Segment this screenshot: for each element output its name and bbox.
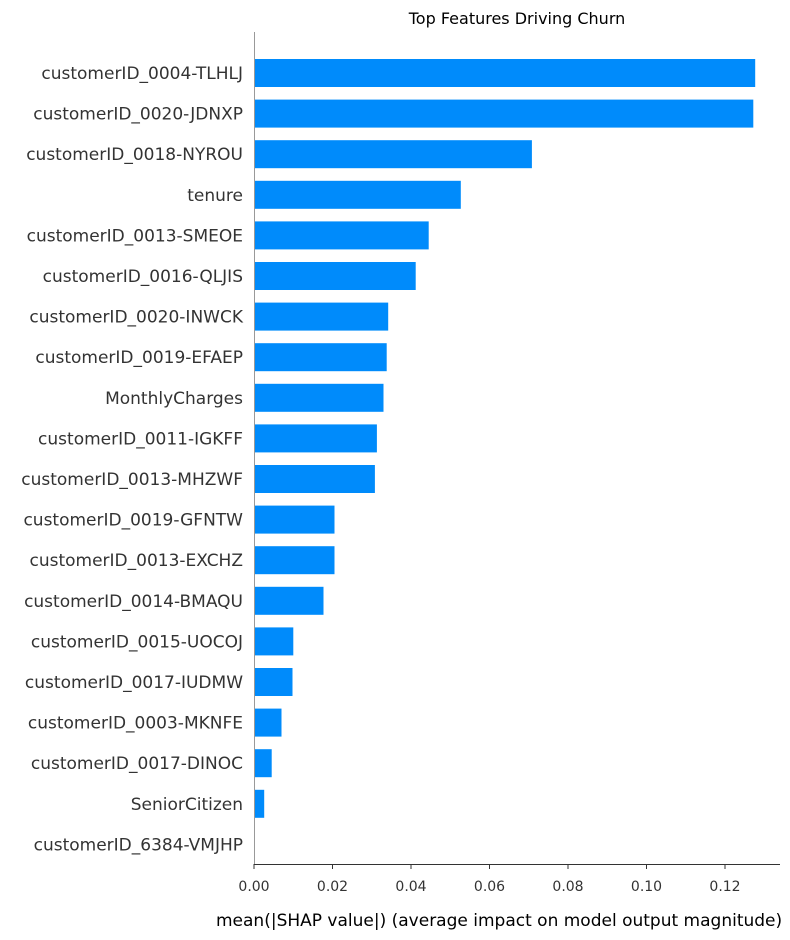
- x-tick-label-0: 0.00: [238, 879, 269, 895]
- x-tick-label-5: 0.10: [631, 879, 662, 895]
- bar-5: [254, 262, 416, 290]
- feature-label-4: customerID_0013-SMEOE: [27, 226, 243, 246]
- bar-7: [254, 343, 387, 372]
- feature-label-5: customerID_0016-QLJIS: [43, 267, 243, 287]
- feature-label-14: customerID_0015-UOCOJ: [31, 632, 243, 652]
- feature-label-17: customerID_0017-DINOC: [31, 754, 243, 774]
- feature-label-10: customerID_0013-MHZWF: [21, 470, 243, 490]
- feature-label-9: customerID_0011-IGKFF: [38, 429, 243, 449]
- bar-3: [254, 180, 461, 209]
- x-tick-label-3: 0.06: [474, 879, 505, 895]
- x-tick-label-2: 0.04: [395, 879, 426, 895]
- bar-10: [254, 465, 375, 493]
- feature-label-6: customerID_0020-INWCK: [29, 308, 243, 328]
- feature-label-2: customerID_0018-NYROU: [26, 145, 243, 165]
- bar-15: [254, 668, 293, 696]
- feature-label-11: customerID_0019-GFNTW: [23, 511, 243, 531]
- feature-label-0: customerID_0004-TLHLJ: [41, 64, 243, 84]
- x-tick-label-4: 0.08: [552, 879, 583, 895]
- bar-0: [254, 59, 756, 87]
- feature-label-16: customerID_0003-MKNFE: [28, 714, 243, 734]
- bars-group: [254, 59, 756, 818]
- feature-labels-group: customerID_0004-TLHLJ customerID_0020-JDN…: [21, 64, 244, 855]
- bar-16: [254, 708, 282, 737]
- feature-label-7: customerID_0019-EFAEP: [35, 348, 243, 368]
- bar-18: [254, 789, 265, 818]
- feature-label-8: MonthlyCharges: [105, 389, 243, 409]
- feature-label-1: customerID_0020-JDNXP: [33, 105, 243, 125]
- x-tick-label-6: 0.12: [709, 879, 740, 895]
- feature-label-18: SeniorCitizen: [131, 795, 243, 815]
- bar-4: [254, 221, 429, 250]
- chart-title: Top Features Driving Churn: [408, 9, 626, 28]
- x-ticks-group: 0.00 0.02 0.04 0.06 0.08 0.10 0.12: [238, 864, 741, 895]
- bar-17: [254, 749, 272, 778]
- bar-14: [254, 627, 294, 656]
- bar-6: [254, 302, 389, 331]
- bar-9: [254, 424, 377, 453]
- bar-2: [254, 140, 532, 169]
- feature-label-12: customerID_0013-EXCHZ: [29, 551, 243, 571]
- bar-1: [254, 99, 754, 128]
- bar-13: [254, 586, 324, 615]
- x-axis-title: mean(|SHAP value|) (average impact on mo…: [216, 911, 782, 931]
- feature-label-15: customerID_0017-IUDMW: [25, 673, 243, 693]
- feature-label-19: customerID_6384-VMJHP: [34, 835, 243, 855]
- bar-8: [254, 383, 384, 412]
- bar-11: [254, 505, 335, 534]
- bar-12: [254, 546, 335, 575]
- feature-label-3: tenure: [187, 186, 243, 206]
- x-tick-label-1: 0.02: [317, 879, 348, 895]
- feature-label-13: customerID_0014-BMAQU: [24, 592, 243, 612]
